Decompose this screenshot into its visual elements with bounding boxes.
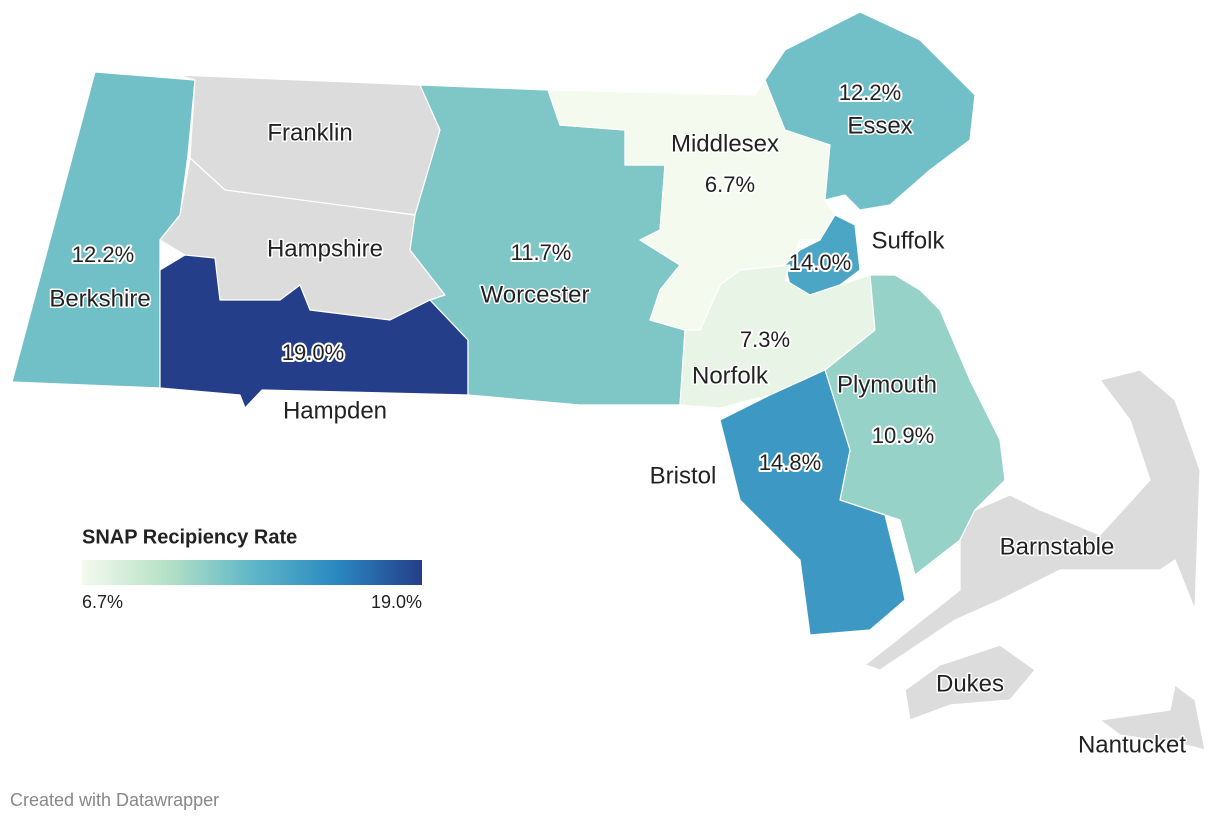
no-data-region	[1099, 684, 1206, 751]
region-name: Middlesex	[671, 130, 779, 157]
region	[764, 11, 976, 211]
value-label: 14.8%	[759, 450, 821, 475]
region-name: Berkshire	[49, 285, 150, 312]
value-label: 11.7%	[511, 240, 572, 265]
region-name: Norfolk	[692, 362, 769, 389]
region-name: Hampshire	[267, 235, 383, 262]
no-data-region	[864, 369, 1201, 671]
legend-gradient	[82, 560, 422, 585]
region-name: Dukes	[936, 670, 1004, 697]
region-name: Plymouth	[837, 371, 937, 398]
value-label: 12.2%	[839, 80, 901, 105]
region-name: Nantucket	[1078, 731, 1186, 758]
value-label: 12.2%	[72, 242, 134, 267]
value-label: 19.0%	[282, 340, 344, 365]
value-label: 6.7%	[705, 172, 755, 197]
region-name: Essex	[847, 112, 912, 139]
labels: Berkshire 12.2% Franklin Hampshire Hampden 19…	[48, 78, 1188, 760]
region-name: Barnstable	[1000, 533, 1115, 560]
value-label: 7.3%	[740, 327, 790, 352]
legend-title: SNAP Recipiency Rate	[82, 526, 297, 548]
no-data-region	[904, 644, 1036, 721]
region-name: Bristol	[650, 462, 717, 489]
legend-max-label: 19.0%	[371, 592, 422, 612]
region-name: Worcester	[481, 281, 590, 308]
regions	[11, 11, 1206, 751]
region-name: Suffolk	[872, 227, 946, 254]
region-name: Franklin	[267, 119, 352, 146]
region	[719, 369, 906, 636]
region-name: Hampden	[283, 397, 387, 424]
legend-min-label: 6.7%	[82, 592, 123, 612]
value-label: 14.0%	[789, 250, 851, 275]
value-label: 10.9%	[872, 423, 934, 448]
footer: Created with Datawrapper	[10, 790, 219, 810]
